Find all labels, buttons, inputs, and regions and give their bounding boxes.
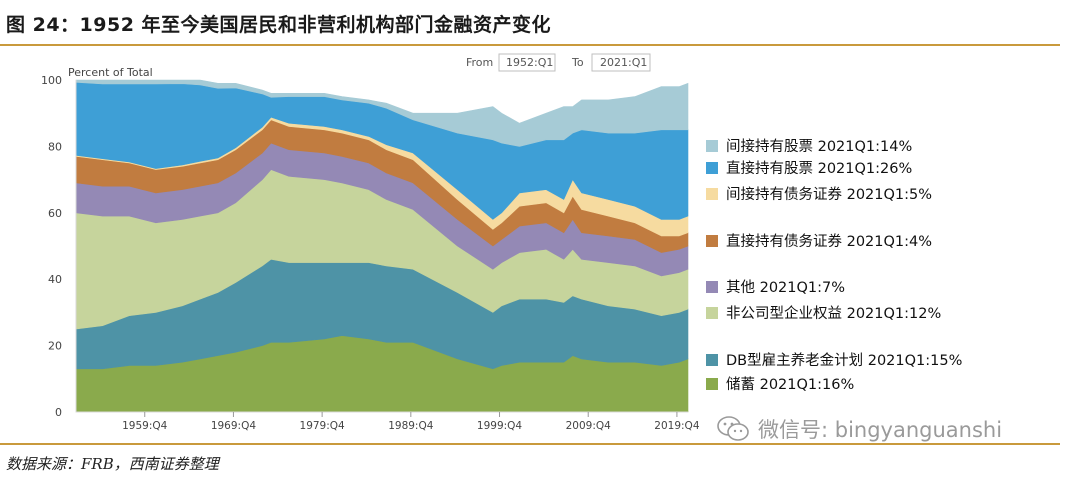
legend-label: 直接持有债务证券 2021Q1:4% [726,234,933,250]
to-label: To [571,56,584,69]
source-divider [0,443,1060,445]
plot-frame [75,80,688,413]
legend-item: 间接持有债务证券 2021Q1:5% [706,183,932,204]
to-input-box[interactable] [591,53,651,72]
legend-swatch [706,377,718,390]
legend-label: 间接持有股票 2021Q1:14% [726,139,913,155]
area-series-7 [75,79,689,147]
y-tick-label: 0 [55,406,62,419]
y-tick-label: 20 [48,340,62,353]
legend-swatch [706,234,718,247]
x-tick-label: 1979:Q4 [300,420,346,432]
legend-swatch [706,280,718,293]
y-axis-label: Percent of Total [68,66,153,79]
y-tick-group: 0 20 40 60 80 100 [41,74,62,419]
x-tick-label: 2009:Q4 [566,420,612,432]
area-series-group [75,79,689,413]
y-tick-label: 60 [48,207,62,220]
legend-item: 间接持有股票 2021Q1:14% [706,135,912,156]
x-tick-label: 1969:Q4 [211,420,257,432]
legend-label: 直接持有股票 2021Q1:26% [726,161,913,177]
y-tick-label: 100 [41,74,62,87]
title-divider [0,44,1060,46]
legend-swatch [706,139,718,152]
legend-label: 非公司型企业权益 2021Q1:12% [726,306,942,322]
x-tick-label: 1989:Q4 [388,420,434,432]
legend-swatch [706,306,718,319]
from-input-box[interactable] [498,53,556,72]
legend-label: 其他 2021Q1:7% [726,280,846,296]
wechat-watermark: 微信号: bingyanguanshi [716,414,1002,444]
watermark-text: 微信号: bingyanguanshi [758,418,1003,442]
from-input[interactable]: 1952:Q1 [506,56,553,69]
legend-label: 间接持有债务证券 2021Q1:5% [726,187,933,203]
legend-swatch [706,353,718,366]
x-tick-group: 1959:Q4 1969:Q4 1979:Q4 1989:Q4 1999:Q4 2009:… [122,412,700,432]
wechat-icon [717,416,749,441]
x-tick-label: 1959:Q4 [122,420,168,432]
source-note: 数据来源：FRB，西南证券整理 [6,455,219,473]
stacked-area-chart: 0 20 40 60 80 100 1959:Q4 1969:Q4 1979:Q4 1989:Q… [41,53,700,432]
legend-item: 储蓄 2021Q1:16% [706,373,854,394]
x-tick-label: 2019:Q4 [654,420,700,432]
legend-item: 其他 2021Q1:7% [706,276,845,297]
to-input[interactable]: 2021:Q1 [600,56,647,69]
legend-label: 储蓄 2021Q1:16% [726,377,855,393]
figure-title: 图 24：1952 年至今美国居民和非营利机构部门金融资产变化 [6,14,552,36]
x-tick-label: 1999:Q4 [477,420,523,432]
legend-swatch [706,161,718,174]
legend-item: DB型雇主养老金计划 2021Q1:15% [706,349,962,370]
y-tick-label: 40 [48,273,62,286]
legend-item: 直接持有股票 2021Q1:26% [706,157,912,178]
legend-item: 直接持有债务证券 2021Q1:4% [706,230,932,251]
date-range-controls: From 1952:Q1 To 2021:Q1 [466,53,651,72]
legend-label: DB型雇主养老金计划 2021Q1:15% [726,353,963,369]
legend-swatch [706,187,718,200]
y-tick-label: 80 [48,140,62,153]
from-label: From [466,56,493,69]
legend-item: 非公司型企业权益 2021Q1:12% [706,302,941,323]
